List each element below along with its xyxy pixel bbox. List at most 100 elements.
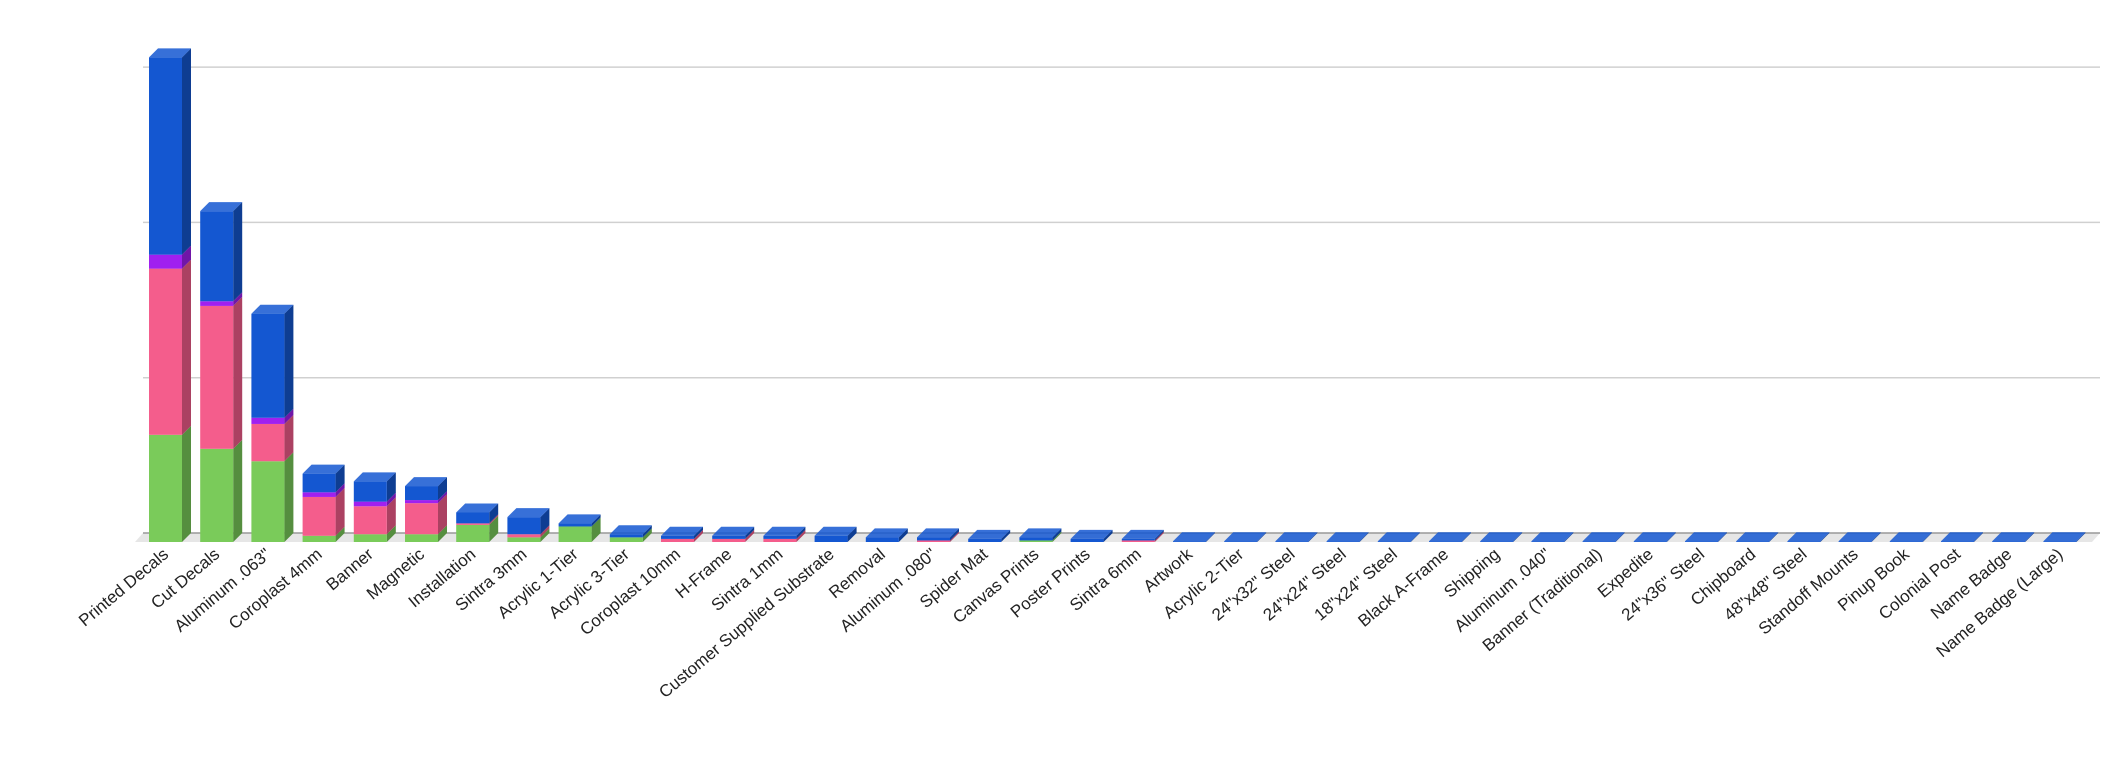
bar-side [1103, 529, 1113, 542]
bar [405, 486, 438, 501]
bar [1019, 540, 1053, 542]
bar-top [302, 464, 345, 474]
bar-side [386, 472, 396, 502]
bar-side [1974, 532, 1983, 542]
bar [200, 448, 234, 542]
bar-side [284, 304, 294, 418]
bar-side [386, 492, 396, 507]
bar-side [489, 503, 499, 524]
bar-top [1736, 532, 1779, 542]
bar-side [1257, 532, 1267, 542]
bar [507, 534, 541, 538]
bar-top [865, 528, 908, 538]
bar [405, 500, 438, 504]
bar-side [1820, 532, 1830, 542]
bar-top [1838, 532, 1881, 542]
bar-top [917, 528, 959, 538]
bar-side [1615, 532, 1625, 542]
bar-side [284, 414, 294, 462]
bar [456, 512, 490, 524]
bar-side [386, 497, 396, 535]
bar [251, 313, 285, 418]
bar [353, 506, 387, 535]
bar-side [1052, 528, 1062, 541]
bar [1787, 541, 1821, 542]
bar-top [814, 526, 857, 536]
bar-side [1206, 532, 1215, 542]
bar-top [712, 526, 755, 536]
bar-side [335, 487, 345, 536]
bar-side [1513, 532, 1523, 542]
bar-side [1564, 532, 1574, 542]
bar-top [661, 526, 703, 536]
bar-side [1871, 532, 1881, 542]
bar-side [694, 529, 703, 542]
bar-side [540, 508, 550, 535]
bar [149, 57, 182, 255]
bar-side [233, 292, 243, 306]
x-tick-label: Coroplast 4mm [225, 545, 326, 634]
bar [1889, 541, 1923, 542]
bar-side [489, 515, 499, 542]
bar-top [1941, 532, 1983, 542]
bar-side [386, 525, 396, 542]
bar-top [1889, 532, 1932, 542]
bar-top [968, 529, 1011, 539]
bar-side [1769, 532, 1779, 542]
bar [1992, 541, 2026, 542]
bar [1941, 541, 1974, 542]
bar-side [438, 494, 447, 535]
bar-side [233, 439, 243, 542]
bar-top [1377, 532, 1420, 542]
bar-top [353, 472, 396, 482]
bar-side [540, 525, 550, 538]
bar-side [233, 296, 243, 449]
bar-top [456, 503, 499, 513]
bar-side [540, 528, 550, 542]
bar-side [796, 529, 806, 542]
bar-side [591, 517, 601, 542]
bar-top [763, 526, 806, 536]
bar [149, 434, 182, 542]
bar [814, 535, 848, 542]
bar-side [1154, 531, 1164, 542]
bar-side [745, 526, 755, 539]
bar [1275, 541, 1309, 542]
bar-side [335, 526, 345, 542]
bar [302, 535, 336, 542]
bar-side [694, 526, 703, 539]
bar-side [1308, 532, 1318, 542]
bar [1838, 541, 1872, 542]
bar-top [1992, 532, 2035, 542]
bar [1685, 541, 1718, 542]
bar-side [438, 491, 447, 504]
bar-top [1582, 532, 1625, 542]
bar [609, 534, 643, 538]
bar-side [182, 425, 191, 542]
bar-top [1633, 532, 1676, 542]
bar [353, 501, 387, 507]
bar-side [1154, 529, 1164, 541]
bar-side [489, 514, 499, 525]
bar [1582, 541, 1616, 542]
bar-side [796, 526, 806, 539]
bar [456, 524, 490, 542]
bar-top [1173, 532, 1215, 542]
bar-side [1462, 532, 1471, 542]
bar-top [1019, 528, 1062, 538]
bar [968, 538, 1002, 542]
bar-side [950, 528, 959, 541]
bar-side [1001, 529, 1011, 542]
bar [1121, 540, 1155, 542]
bar-side [182, 259, 191, 435]
bar-side [335, 464, 345, 493]
bar [712, 538, 746, 542]
bar-top [1326, 532, 1369, 542]
bar-top [1121, 529, 1164, 539]
bar [763, 538, 797, 542]
bar [558, 526, 592, 542]
bar [405, 503, 438, 535]
bar-side [1052, 531, 1062, 542]
bar-top [251, 304, 294, 314]
